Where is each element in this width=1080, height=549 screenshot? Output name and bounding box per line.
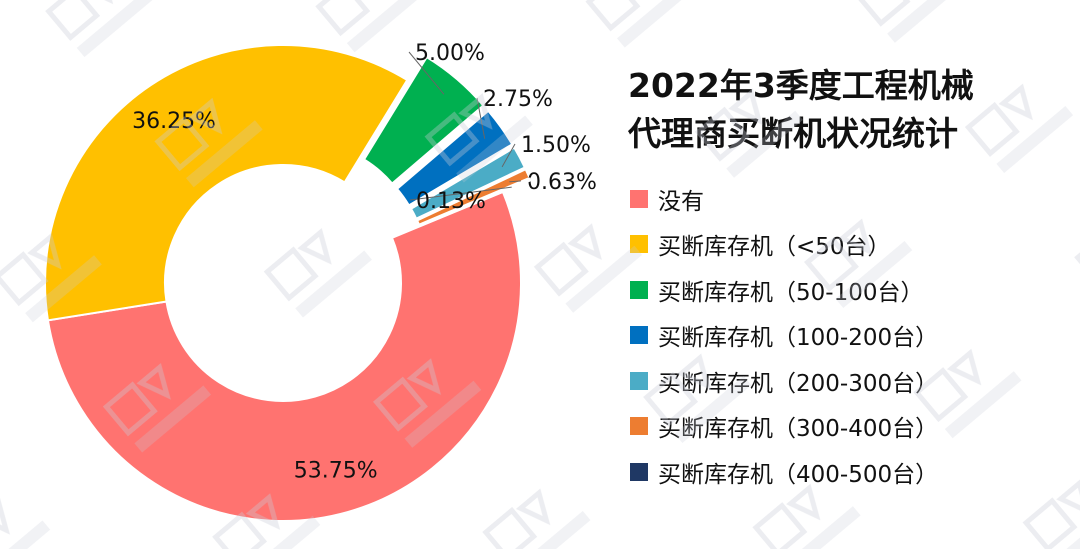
chart-title-line: 代理商买断机状况统计 xyxy=(628,114,958,153)
legend-label: 买断库存机（200-300台） xyxy=(658,370,939,397)
legend-item: 买断库存机（<50台） xyxy=(630,222,938,268)
legend-label: 买断库存机（100-200台） xyxy=(658,325,939,352)
legend-item: 买断库存机（400-500台） xyxy=(630,449,938,495)
legend-item: 买断库存机（100-200台） xyxy=(630,313,938,359)
data-label: 0.13% xyxy=(416,189,486,214)
data-label: 5.00% xyxy=(415,41,485,66)
legend-swatch xyxy=(630,371,648,390)
legend-label: 没有 xyxy=(658,188,704,215)
legend-swatch xyxy=(630,462,648,481)
data-label: 0.63% xyxy=(527,170,597,195)
data-label: 36.25% xyxy=(132,109,216,134)
legend-label: 买断库存机（<50台） xyxy=(658,234,891,261)
legend-item: 买断库存机（50-100台） xyxy=(630,267,938,313)
legend-swatch xyxy=(630,417,648,436)
donut-slice xyxy=(44,44,409,322)
legend-label: 买断库存机（300-400台） xyxy=(658,416,939,443)
chart-legend: 没有 买断库存机（<50台） 买断库存机（50-100台） 买断库存机（100-… xyxy=(630,176,938,495)
legend-label: 买断库存机（50-100台） xyxy=(658,279,924,306)
legend-label: 买断库存机（400-500台） xyxy=(658,461,939,488)
legend-swatch xyxy=(630,189,648,208)
data-label: 2.75% xyxy=(483,87,553,112)
data-label: 1.50% xyxy=(521,133,591,158)
legend-item: 买断库存机（200-300台） xyxy=(630,358,938,404)
chart-title: 2022年3季度工程机械 代理商买断机状况统计 xyxy=(628,62,1068,158)
legend-item: 没有 xyxy=(630,176,938,222)
chart-title-line: 2022年3季度工程机械 xyxy=(628,66,974,105)
data-label: 53.75% xyxy=(294,459,378,484)
legend-swatch xyxy=(630,280,648,299)
legend-item: 买断库存机（300-400台） xyxy=(630,404,938,450)
legend-swatch xyxy=(630,326,648,345)
legend-swatch xyxy=(630,235,648,254)
